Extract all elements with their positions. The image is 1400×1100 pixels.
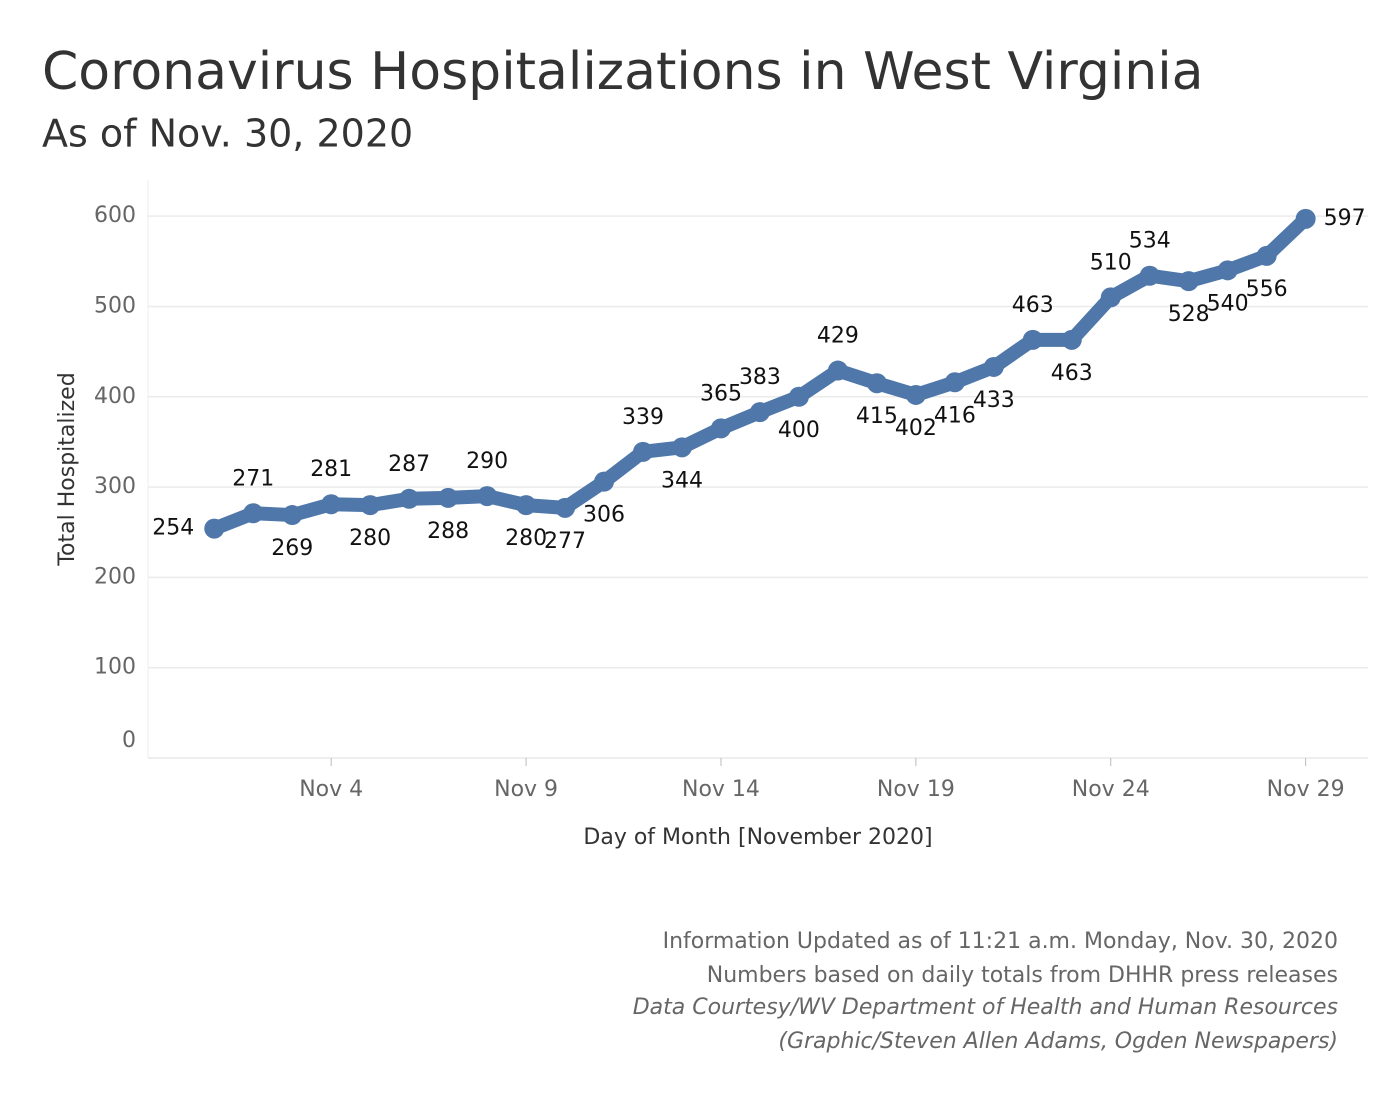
- footnote: Numbers based on daily totals from DHHR …: [707, 963, 1338, 988]
- data-point: [788, 386, 809, 407]
- y-tick-label: 600: [94, 203, 136, 228]
- data-point: [282, 505, 303, 526]
- data-point: [905, 384, 926, 405]
- x-tick-label: Nov 19: [877, 777, 955, 802]
- data-label: 429: [817, 324, 859, 349]
- data-point: [983, 356, 1004, 377]
- data-label: 365: [700, 381, 742, 406]
- footnote: (Graphic/Steven Allen Adams, Ogden Newsp…: [778, 1029, 1338, 1054]
- data-point: [749, 402, 770, 423]
- data-point: [1061, 329, 1082, 350]
- data-label: 463: [1012, 293, 1054, 318]
- data-label: 416: [934, 403, 976, 428]
- data-point: [516, 495, 537, 516]
- data-label: 534: [1129, 229, 1171, 254]
- data-label: 463: [1051, 361, 1093, 386]
- data-point: [866, 373, 887, 394]
- data-label: 269: [271, 536, 313, 561]
- data-point: [710, 418, 731, 439]
- y-tick-label: 0: [122, 728, 136, 753]
- data-label: 306: [583, 503, 625, 528]
- data-point: [1100, 287, 1121, 308]
- x-tick-label: Nov 9: [494, 777, 558, 802]
- data-point: [399, 488, 420, 509]
- data-label: 415: [856, 404, 898, 429]
- y-tick-label: 400: [94, 384, 136, 409]
- x-axis-title: Day of Month [November 2020]: [583, 825, 932, 850]
- data-point: [1256, 245, 1277, 266]
- x-tick-label: Nov 24: [1072, 777, 1150, 802]
- data-point: [1295, 208, 1316, 229]
- data-label: 280: [505, 526, 547, 551]
- data-label: 402: [895, 416, 937, 441]
- data-label: 281: [310, 457, 352, 482]
- data-label: 288: [427, 519, 469, 544]
- data-label: 433: [973, 388, 1015, 413]
- data-label: 344: [661, 468, 703, 493]
- footnote: Data Courtesy/WV Department of Health an…: [633, 995, 1338, 1020]
- y-tick-label: 200: [94, 564, 136, 589]
- data-point: [827, 360, 848, 381]
- data-label: 556: [1246, 277, 1288, 302]
- data-point: [1022, 329, 1043, 350]
- data-label: 383: [739, 365, 781, 390]
- data-label: 528: [1168, 302, 1210, 327]
- data-label: 290: [466, 449, 508, 474]
- data-point: [360, 495, 381, 516]
- y-axis-title: Total Hospitalized: [55, 372, 80, 566]
- data-label: 400: [778, 418, 820, 443]
- footnote: Information Updated as of 11:21 a.m. Mon…: [663, 929, 1338, 954]
- x-tick-label: Nov 4: [299, 777, 363, 802]
- data-label: 254: [152, 516, 194, 541]
- data-label: 339: [622, 405, 664, 430]
- data-point: [477, 486, 498, 507]
- data-point: [633, 441, 654, 462]
- chart-subtitle: As of Nov. 30, 2020: [42, 112, 413, 156]
- y-tick-label: 300: [94, 474, 136, 499]
- x-tick-label: Nov 29: [1267, 777, 1345, 802]
- data-label: 280: [349, 526, 391, 551]
- data-label: 540: [1207, 291, 1249, 316]
- data-point: [1139, 265, 1160, 286]
- data-point: [204, 518, 225, 539]
- data-point: [555, 497, 576, 518]
- data-label: 597: [1324, 206, 1366, 231]
- data-point: [321, 494, 342, 515]
- data-point: [1217, 260, 1238, 281]
- data-label: 271: [232, 466, 274, 491]
- data-point: [944, 372, 965, 393]
- data-point: [1178, 271, 1199, 292]
- data-label: 287: [388, 452, 430, 477]
- x-tick-label: Nov 14: [682, 777, 760, 802]
- data-label: 510: [1090, 250, 1132, 275]
- data-point: [671, 437, 692, 458]
- data-point: [438, 487, 459, 508]
- chart-title: Coronavirus Hospitalizations in West Vir…: [42, 42, 1204, 102]
- y-tick-label: 500: [94, 293, 136, 318]
- data-point: [243, 503, 264, 524]
- data-point: [594, 471, 615, 492]
- y-tick-label: 100: [94, 655, 136, 680]
- data-label: 277: [544, 529, 586, 554]
